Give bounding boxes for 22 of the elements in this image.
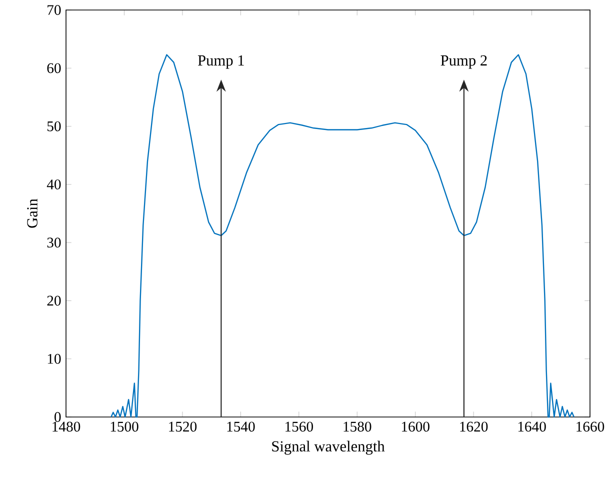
- x-tick-label: 1600: [402, 422, 430, 432]
- y-tick-label: 50: [47, 121, 61, 132]
- y-tick-label: 0: [54, 412, 61, 422]
- x-tick-label: 1520: [169, 422, 197, 432]
- y-axis-title: Gain: [27, 198, 38, 228]
- x-tick-label: 1580: [344, 422, 372, 432]
- x-tick-label: 1660: [576, 422, 604, 432]
- x-tick-label: 1560: [286, 422, 313, 432]
- x-tick-label: 1500: [110, 422, 138, 432]
- y-tick-label: 20: [47, 296, 61, 306]
- x-tick-label: 1480: [52, 422, 80, 432]
- y-tick-label: 30: [47, 238, 61, 248]
- ref-line-label: Pump 1: [198, 55, 244, 69]
- y-tick-label: 70: [48, 5, 61, 15]
- ref-line-label: Pump 2: [440, 55, 487, 69]
- y-tick-label: 60: [47, 63, 61, 74]
- x-tick-label: 1620: [460, 422, 488, 432]
- y-tick-label: 40: [46, 179, 61, 190]
- y-tick-label: 10: [48, 354, 61, 364]
- x-tick-label: 1540: [227, 422, 255, 432]
- x-axis-title: Signal wavelength: [272, 440, 385, 455]
- x-tick-label: 1640: [518, 422, 546, 432]
